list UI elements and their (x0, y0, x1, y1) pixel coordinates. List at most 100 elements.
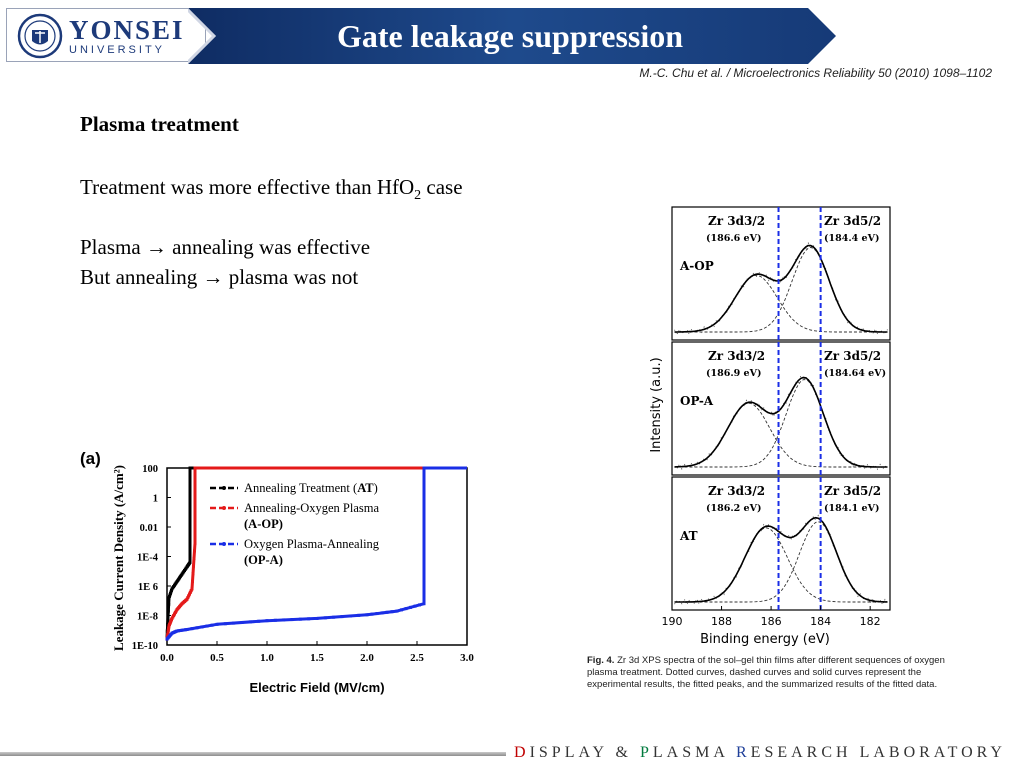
series-a-op-marker (215, 466, 219, 470)
series-op-a-marker (332, 615, 336, 619)
x-tick-label: 2.0 (360, 652, 374, 664)
series-op-a-marker (395, 609, 399, 613)
xps-peak1-energy: (186.9 eV) (706, 368, 761, 379)
series-at-marker (188, 513, 192, 517)
legend-entry: Annealing Treatment (AT) (244, 481, 378, 495)
xps-experimental (674, 374, 888, 471)
series-a-op-marker (200, 466, 204, 470)
series-op-a-marker (422, 511, 426, 515)
xps-x-tick-label: 190 (662, 615, 683, 628)
series-at-marker (188, 529, 192, 533)
leakage-chart: (a) 0.0 0.5 1.0 1.5 2.0 2.5 3.0 100 1 0.01 1E-4 1E … (80, 449, 474, 695)
xps-x-tick-label: 188 (711, 615, 732, 628)
series-at-marker (166, 609, 170, 613)
x-tick-label: 1.0 (260, 652, 274, 664)
series-a-op-marker (185, 597, 189, 601)
series-a-op-marker (208, 466, 212, 470)
series-op-a-marker (257, 619, 261, 623)
series-op-a-marker (215, 622, 219, 626)
xps-sample-label: A-OP (679, 259, 714, 273)
series-a-op-marker (192, 556, 196, 560)
xps-y-axis-label: Intensity (a.u.) (649, 357, 664, 452)
series-op-a-marker (178, 628, 182, 632)
series-op-a-marker (298, 617, 302, 621)
xps-peak2-label: Zr 3d5/2 (824, 484, 881, 498)
series-a-op-marker (167, 626, 171, 630)
series-op-a-marker (195, 626, 199, 630)
xps-fit-sum (674, 376, 888, 468)
series-op-a-marker (370, 612, 374, 616)
figure-caption: Fig. 4. Zr 3d XPS spectra of the sol–gel… (587, 655, 945, 690)
series-a-op-marker (166, 628, 170, 632)
series-a-op-marker (398, 466, 402, 470)
xps-fit-peak2 (674, 379, 888, 468)
xps-panel-frame (671, 476, 891, 611)
series-op-a-marker (422, 556, 426, 560)
series-a-op-marker (248, 466, 252, 470)
series-a-op-marker (211, 466, 215, 470)
series-op-a-marker (240, 621, 244, 625)
series-a-op-marker (290, 466, 294, 470)
series-op-a-marker (375, 612, 379, 616)
xps-peak1-energy: (186.2 eV) (706, 503, 761, 514)
series-op-a-marker (429, 466, 432, 470)
series-op-a-marker (340, 615, 344, 619)
series-a-op-marker (240, 466, 244, 470)
y-tick-label: 1E-8 (137, 612, 158, 623)
logo-subtitle: UNIVERSITY (69, 44, 166, 56)
series-a-op-marker (232, 466, 236, 470)
series-at-marker (188, 497, 192, 501)
series-at-marker (188, 560, 192, 564)
x-axis-label: Electric Field (MV/cm) (249, 680, 384, 695)
series-a-op-marker (298, 466, 302, 470)
xps-peak1-label: Zr 3d3/2 (708, 349, 765, 363)
series-op-a-marker (307, 617, 311, 621)
series-a-op-marker (186, 596, 190, 600)
footer-divider (0, 752, 506, 756)
series-op-a-marker (422, 579, 426, 583)
series-op-a-marker (455, 466, 459, 470)
series-op-a-marker (357, 613, 361, 617)
series-a-op-marker (192, 564, 195, 568)
series-op-a-marker (380, 611, 384, 615)
series-a-op-marker (373, 466, 377, 470)
y-tick-label: 1E-10 (132, 641, 158, 652)
citation: M.-C. Chu et al. / Microelectronics Reli… (639, 66, 992, 80)
series-at-marker (167, 602, 171, 606)
series-a-op-marker (166, 633, 170, 637)
series-op-a-marker (435, 466, 439, 470)
point-2: Plasma → annealing was effective (80, 235, 371, 259)
series-a-op-marker (415, 466, 419, 470)
panel-label: (a) (80, 449, 101, 468)
series-op-a-marker (440, 466, 444, 470)
series-a-op-marker (390, 466, 394, 470)
xps-peak2-label: Zr 3d5/2 (824, 214, 881, 228)
series-op-a-marker (200, 625, 204, 629)
page-title: Gate leakage suppression (336, 18, 684, 54)
series-op-a-marker (185, 628, 189, 632)
series-op-a-marker (413, 604, 417, 608)
series-a-op-marker (191, 572, 195, 576)
series-op-a-marker (460, 466, 464, 470)
series-a-op-marker (332, 466, 336, 470)
series-op-a-marker (190, 627, 194, 631)
legend-entry: Oxygen Plasma-Annealing (244, 537, 380, 551)
series-a-op-marker (382, 466, 386, 470)
series-a-op-marker (193, 549, 196, 553)
xps-fit-peak1 (674, 402, 888, 468)
university-logo: YONSEI UNIVERSITY (6, 8, 206, 62)
point-3: But annealing → plasma was not (80, 265, 359, 289)
series-a-op-marker (323, 466, 327, 470)
xps-peak2-label: Zr 3d5/2 (824, 349, 881, 363)
series-op-a-marker (433, 466, 437, 470)
x-tick-label: 3.0 (460, 652, 474, 664)
series-op-a-marker (424, 466, 428, 470)
xps-x-axis-label: Binding energy (eV) (700, 632, 830, 647)
series-a-op-marker (407, 466, 411, 470)
x-tick-label: 0.0 (160, 652, 174, 664)
section-heading: Plasma treatment (80, 112, 239, 136)
series-op-a-marker (422, 602, 426, 606)
xps-sample-label: OP-A (680, 394, 714, 408)
series-op-a-marker (205, 624, 209, 628)
y-tick-label: 1E-4 (137, 553, 159, 564)
